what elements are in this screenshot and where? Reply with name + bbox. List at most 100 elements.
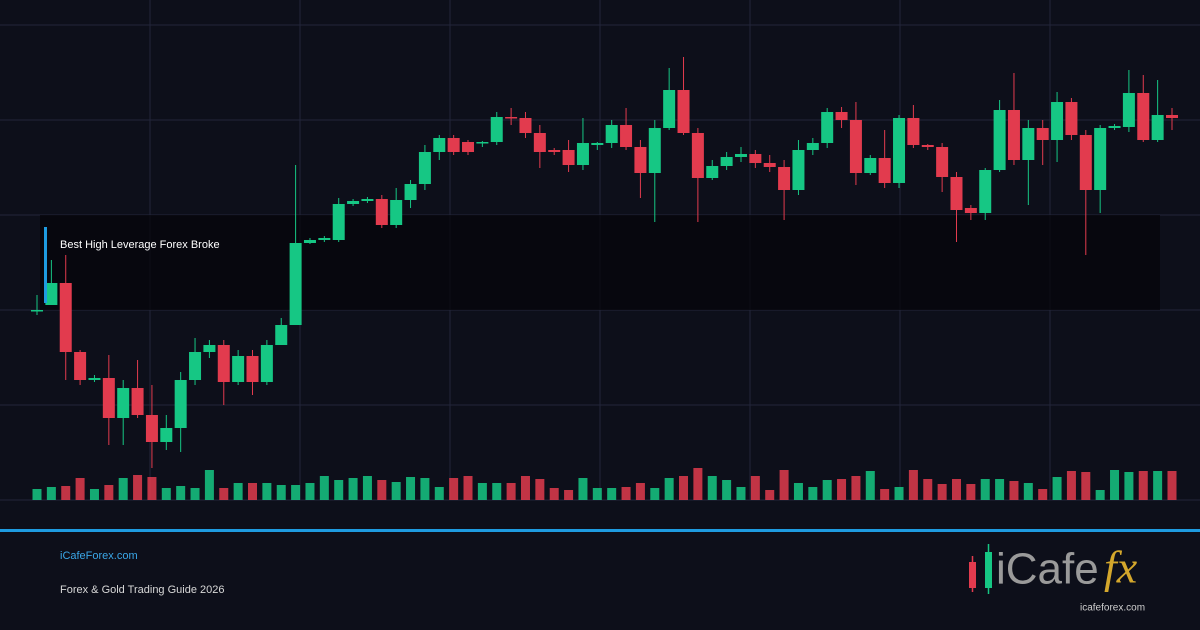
candle-body	[447, 138, 460, 152]
volume-bar	[248, 483, 258, 500]
volume-bar	[89, 489, 99, 500]
candle-body	[45, 283, 58, 305]
volume-bar	[276, 485, 286, 500]
volume-bar	[707, 476, 717, 500]
candle-body	[763, 163, 776, 167]
volume-bar	[133, 475, 143, 500]
candle-body	[1094, 128, 1107, 190]
annotation: Best High Leverage Forex Broke	[60, 239, 220, 251]
volume-bar	[995, 479, 1005, 500]
candle-body	[232, 356, 245, 382]
volume-bar	[592, 488, 602, 500]
candle-body	[1122, 93, 1135, 127]
volume-bar	[535, 479, 545, 500]
candle-body	[634, 147, 647, 173]
volume-bar	[951, 479, 961, 500]
volume-bar	[262, 483, 272, 500]
candle-body	[275, 325, 288, 345]
volume-bar	[908, 470, 918, 500]
volume-bar	[1110, 470, 1120, 500]
candle-body	[1036, 128, 1049, 140]
volume-bar	[61, 486, 71, 500]
volume-bar	[865, 471, 875, 500]
candle-body	[993, 110, 1006, 170]
volume-bar	[477, 483, 487, 500]
candle-body	[433, 138, 446, 152]
candle-body	[720, 157, 733, 166]
divider	[0, 529, 1200, 532]
volume-bar	[1052, 477, 1062, 500]
candle-body	[605, 125, 618, 143]
candle-body	[246, 356, 259, 382]
volume-bar	[880, 489, 890, 500]
candle-body	[1007, 110, 1020, 160]
volume-bar	[406, 477, 416, 500]
candle-body	[131, 388, 144, 415]
volume-bar	[449, 478, 459, 500]
candle-body	[332, 204, 345, 240]
candle-body	[519, 118, 532, 133]
candle-body	[490, 117, 503, 142]
candle-body	[102, 378, 115, 418]
logo-url: icafeforex.com	[1080, 603, 1145, 614]
candle-body	[864, 158, 877, 173]
candle-body	[821, 112, 834, 143]
candle-body	[462, 142, 475, 152]
volume-bar	[578, 478, 588, 500]
volume-bar	[750, 476, 760, 500]
footer-site: iCafeForex.com	[60, 550, 138, 562]
volume-bar	[937, 484, 947, 500]
volume-bar	[1124, 472, 1134, 500]
candles	[31, 57, 1178, 500]
volume-bar	[233, 483, 243, 500]
candle-body	[59, 283, 72, 352]
volume-bar	[161, 488, 171, 500]
candle-body	[620, 125, 633, 147]
volume-bar	[506, 483, 516, 500]
candle-body	[792, 150, 805, 190]
candle-body	[189, 352, 202, 380]
volume-bar	[693, 468, 703, 500]
candle-body	[217, 345, 230, 382]
candle-body	[1166, 115, 1178, 118]
candle-body	[706, 166, 719, 178]
logo: iCafe fx icafeforex.com	[969, 542, 1145, 614]
candle-body	[979, 170, 992, 213]
volume-bar	[621, 487, 631, 500]
candle-body	[1065, 102, 1078, 135]
candle-body	[964, 208, 977, 213]
candle-body	[260, 345, 273, 382]
candle-body	[1079, 135, 1092, 190]
candle-body	[390, 200, 403, 225]
candle-body	[562, 150, 575, 165]
volume-bar	[1023, 483, 1033, 500]
candle-body	[318, 238, 331, 240]
volume-bar	[291, 485, 301, 500]
volume-bar	[1009, 481, 1019, 500]
volume-bar	[650, 488, 660, 500]
candle-body	[174, 380, 187, 428]
candle-body	[749, 154, 762, 163]
volume-bar	[520, 476, 530, 500]
volume-bar	[1138, 471, 1148, 500]
annotation-marker	[44, 227, 47, 303]
candle-body	[921, 145, 934, 147]
candle-body	[691, 133, 704, 178]
candle-body	[347, 201, 360, 204]
volume-bar	[463, 476, 473, 500]
candle-body	[878, 158, 891, 183]
candle-body	[1137, 93, 1150, 140]
volume-bar	[1095, 490, 1105, 500]
candle-body	[160, 428, 173, 442]
candle-body	[849, 120, 862, 173]
candle-body	[648, 128, 661, 173]
volume-bar	[1081, 472, 1091, 500]
volume-bar	[176, 486, 186, 500]
logo-suffix: fx	[1104, 542, 1138, 593]
volume-bar	[679, 476, 689, 500]
volume-bar	[362, 476, 372, 500]
volume-bar	[1167, 471, 1177, 500]
volume-bar	[851, 476, 861, 500]
volume-bar	[966, 484, 976, 500]
